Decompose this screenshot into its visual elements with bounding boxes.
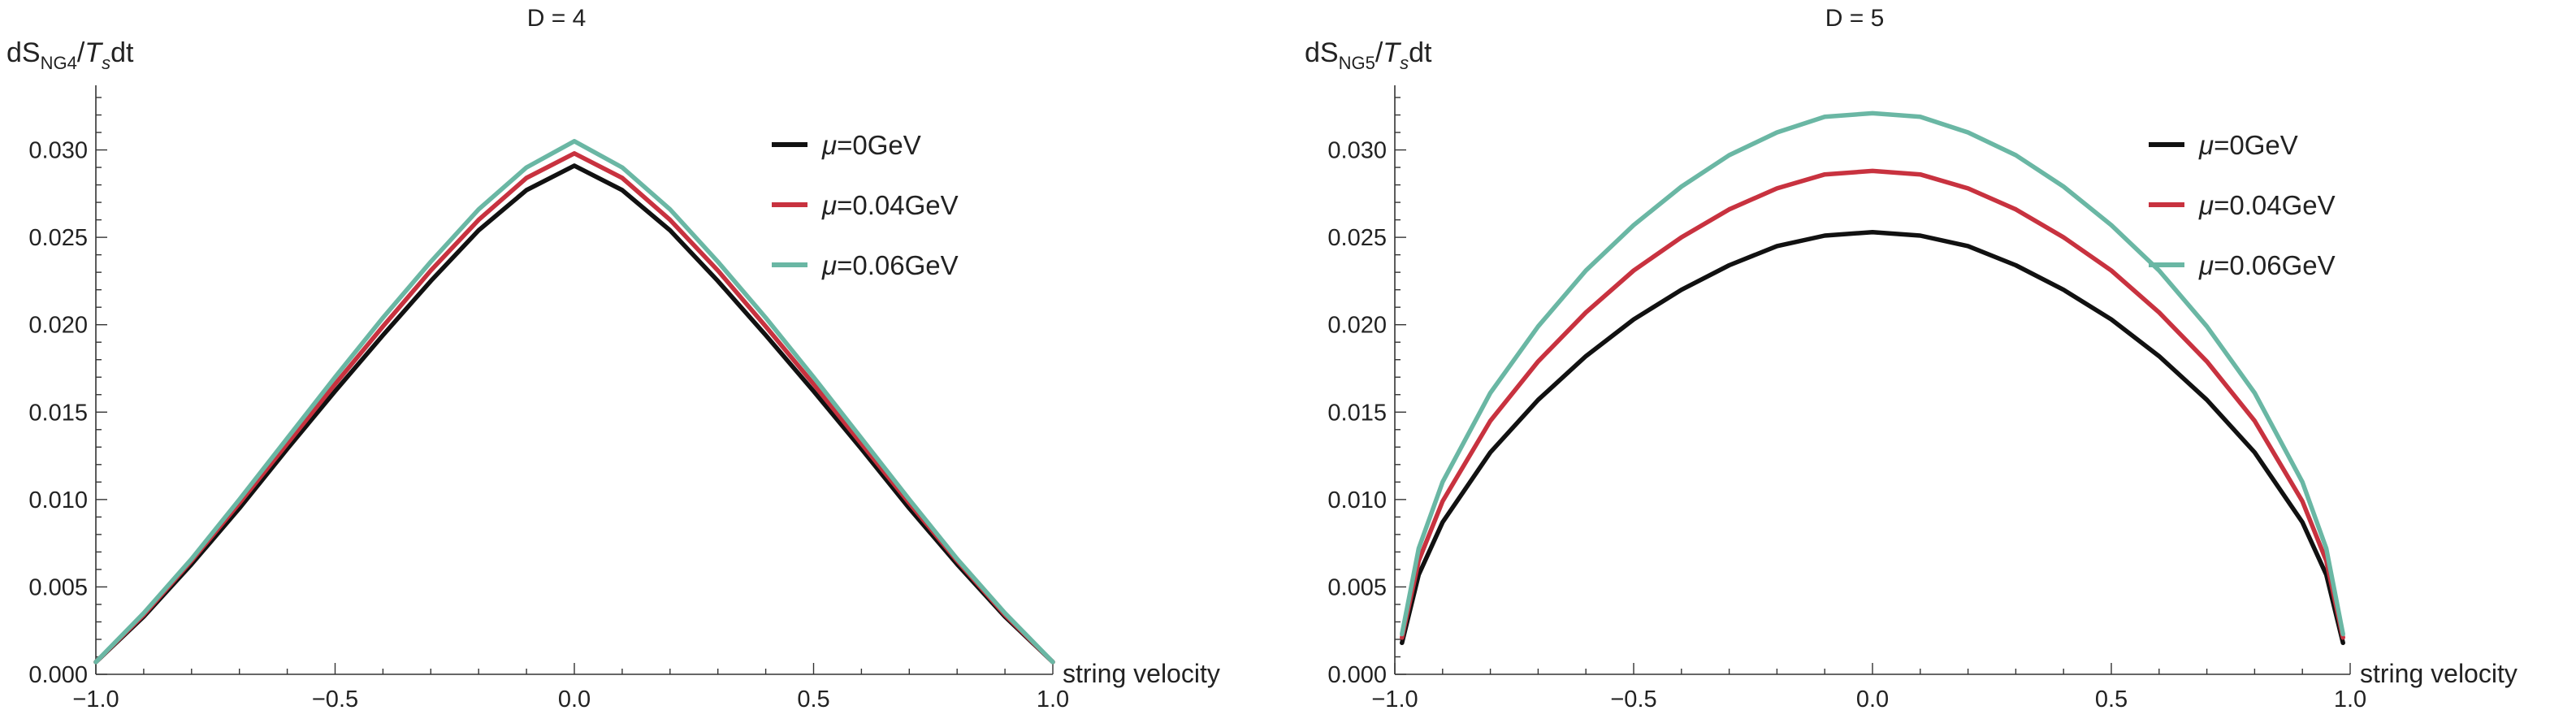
x-tick-label: 1.0 [2334,687,2366,713]
y-tick-label: 0.030 [1327,138,1387,164]
legend-entry-text: =0.04GeV [837,190,959,220]
x-axis-label: string velocity [1063,659,1220,688]
y-axis-label: dSNG5/Tsdt [1305,37,1432,73]
y-axis-label: dSNG4/Tsdt [6,37,134,73]
legend-entry-symbol: μ [821,250,837,280]
legend-entry-text: =0.04GeV [2214,190,2336,220]
legend-entry-text: =0GeV [2214,130,2298,160]
y-tick-label: 0.015 [28,400,88,426]
x-axis-label: string velocity [2360,659,2518,688]
y-axis-label-tail-sub: s [1400,53,1409,73]
legend-entry: μ=0GeV [2198,130,2298,160]
chart-title: D = 5 [1825,5,1885,32]
y-axis-label-italic: T [1383,37,1401,68]
x-tick-label: −1.0 [1371,687,1418,713]
legend-entry: μ=0GeV [821,130,921,160]
x-tick-label: 0.0 [558,687,591,713]
y-axis-label-sub: NG5 [1339,53,1375,73]
legend-entry: μ=0.04GeV [821,190,959,220]
y-axis-label-end: dt [110,37,134,68]
legend-entry-symbol: μ [2198,190,2214,220]
series-line-1 [1400,229,2345,646]
y-axis-label-slash: / [1375,37,1383,68]
y-tick-label: 0.010 [1327,487,1387,513]
y-axis-label-main: dS [1305,37,1339,68]
x-tick-label: 0.0 [1856,687,1889,713]
series-line-3 [93,139,1055,665]
series-line-1 [93,163,1055,665]
y-tick-label: 0.005 [28,574,88,600]
y-axis-label-main: dS [6,37,41,68]
chart-title: D = 4 [527,5,587,32]
legend-entry: μ=0.06GeV [821,250,959,280]
y-tick-label: 0.000 [1327,662,1387,688]
y-tick-label: 0.025 [28,225,88,251]
y-tick-label: 0.015 [1327,400,1387,426]
legend-entry-symbol: μ [2198,130,2214,160]
chart-panel-1: D = 4 dSNG4/Tsdt 0.000 0.005 0.010 0.015 0.020… [6,5,1220,713]
y-axis-label-end: dt [1409,37,1432,68]
series-line-2 [1400,168,2345,640]
y-tick-label: 0.005 [1327,574,1387,600]
y-axis-label-sub: NG4 [41,53,77,73]
y-axis-label-tail-sub: s [102,53,110,73]
legend-entry: μ=0.06GeV [2198,250,2336,280]
x-tick-label: 1.0 [1037,687,1069,713]
y-axis-label-slash: / [77,37,85,68]
y-tick-label: 0.030 [28,138,88,164]
legend-entry-text: =0.06GeV [2214,250,2336,280]
series-line-3 [1400,110,2345,637]
x-tick-label: −0.5 [312,687,358,713]
y-tick-label: 0.020 [1327,313,1387,339]
y-tick-label: 0.010 [28,487,88,513]
legend-entry-symbol: μ [821,130,837,160]
y-tick-label: 0.025 [1327,225,1387,251]
legend-entry: μ=0.04GeV [2198,190,2336,220]
legend-entry-text: =0GeV [837,130,921,160]
x-tick-label: −0.5 [1610,687,1656,713]
chart-panel-2: D = 5 dSNG5/Tsdt 0.000 0.005 0.010 0.015 0.020… [1305,5,2518,713]
x-tick-label: 0.5 [2095,687,2128,713]
x-tick-label: 0.5 [797,687,829,713]
y-axis-label-italic: T [84,37,103,68]
x-tick-label: −1.0 [72,687,119,713]
y-tick-label: 0.020 [28,313,88,339]
series-line-2 [93,151,1055,665]
y-tick-label: 0.000 [28,662,88,688]
legend-entry-symbol: μ [2198,250,2214,280]
legend-entry-symbol: μ [821,190,837,220]
legend-entry-text: =0.06GeV [837,250,959,280]
